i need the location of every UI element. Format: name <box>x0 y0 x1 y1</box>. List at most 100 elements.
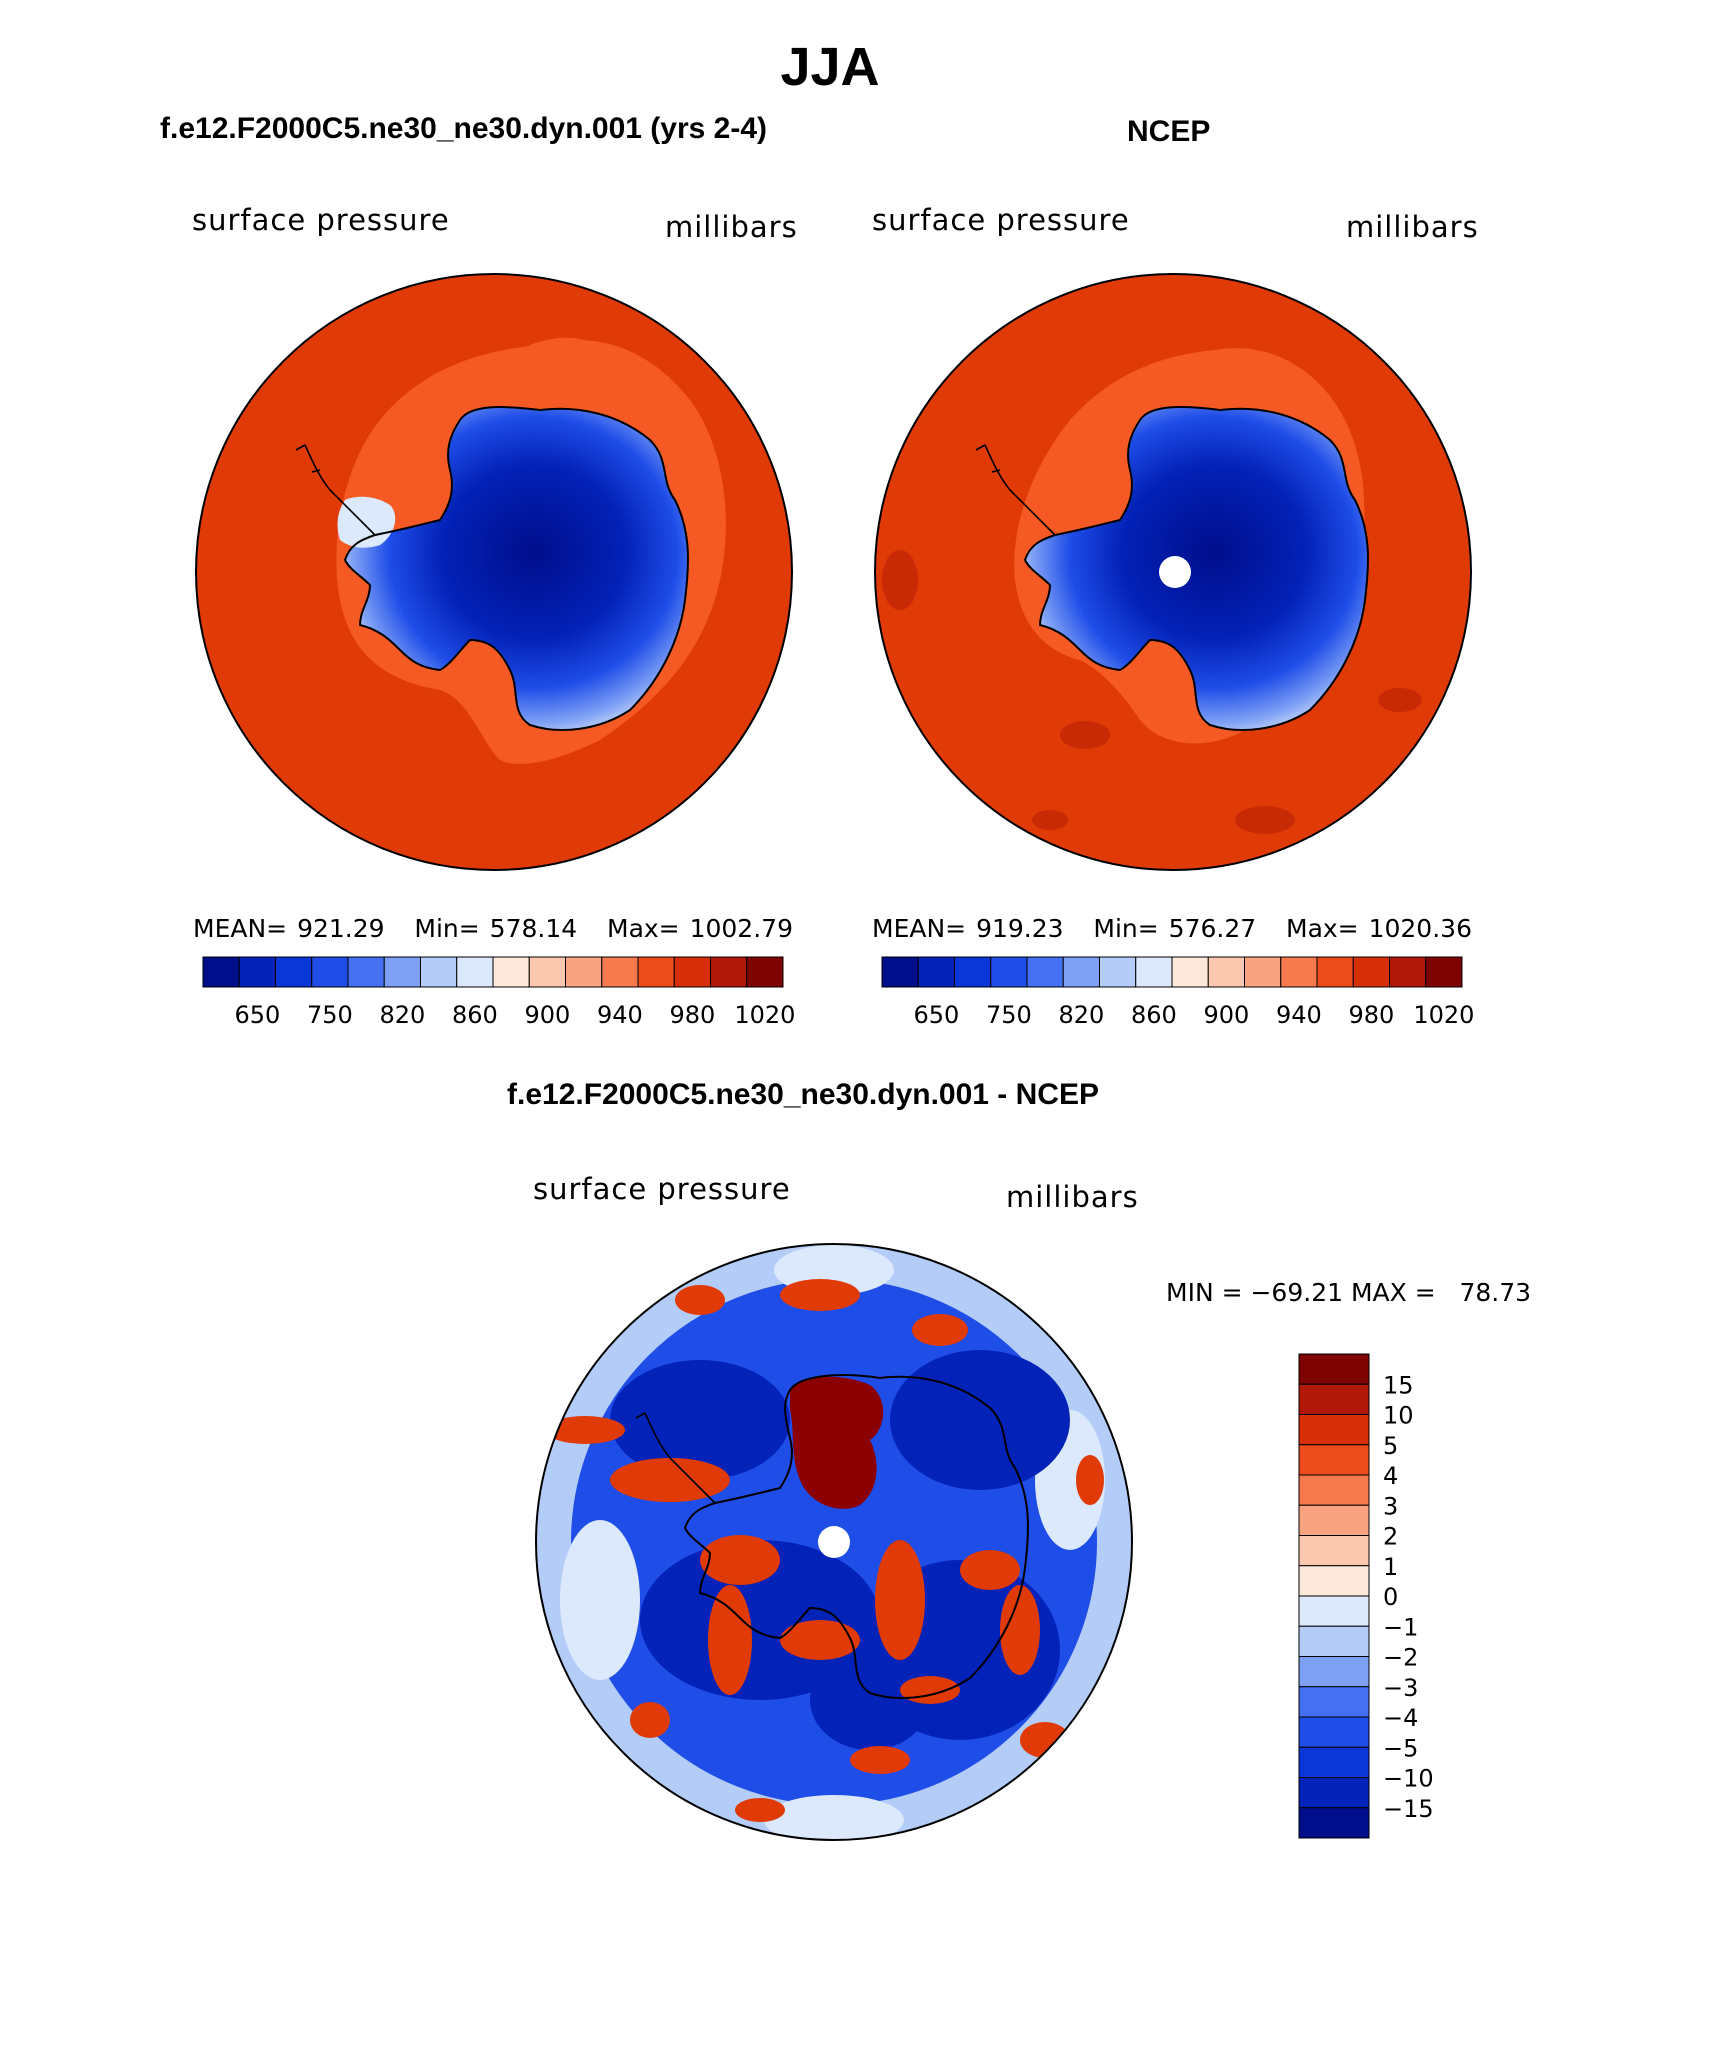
panel1-colorbar-swatch <box>528 956 566 988</box>
panel3-colorbar-swatch <box>1298 1625 1370 1657</box>
panel1-colorbar-swatch <box>673 956 711 988</box>
panel2-colorbar-tick-label: 650 <box>913 1001 959 1029</box>
panel3-colorbar-tick-label: 5 <box>1383 1432 1398 1460</box>
panel3-colorbar-swatch <box>1298 1353 1370 1385</box>
panel1-variable: surface pressure <box>192 203 450 237</box>
panel2-colorbar-tick-label: 860 <box>1131 1001 1177 1029</box>
panel2-colorbar-swatch <box>990 956 1028 988</box>
panel2-colorbar-swatch <box>1135 956 1173 988</box>
panel1-colorbar-swatch <box>311 956 349 988</box>
panel2-peninsula-outline <box>975 444 1056 536</box>
panel3-high-anomaly <box>790 1376 884 1509</box>
panel2-colorbar-tick-label: 1020 <box>1413 1001 1474 1029</box>
panel2-colorbar-swatch <box>1062 956 1100 988</box>
panel1-colorbar-swatch <box>710 956 748 988</box>
panel1-stats: MEAN= 921.29 Min= 578.14 Max= 1002.79 <box>193 914 793 943</box>
panel3-colorbar-tick-label: 3 <box>1383 1492 1398 1520</box>
panel1-colorbar-tick-label: 650 <box>234 1001 280 1029</box>
panel2-units: millibars <box>1346 210 1479 244</box>
panel1-colorbar-swatch <box>456 956 494 988</box>
panel1-colorbar-swatch <box>202 956 240 988</box>
panel3-colorbar-tick-label: −1 <box>1383 1613 1418 1641</box>
panel2-colorbar-tick-label: 820 <box>1058 1001 1104 1029</box>
panel2-map <box>875 274 1471 870</box>
panel1-colorbar-swatch <box>238 956 276 988</box>
panel3-colorbar-swatch <box>1298 1444 1370 1476</box>
panel2-colorbar-swatch <box>1280 956 1318 988</box>
panel3-colorbar-tick-label: −15 <box>1383 1795 1434 1823</box>
panel1-title: f.e12.F2000C5.ne30_ne30.dyn.001 (yrs 2-4… <box>160 112 768 145</box>
panel3-colorbar-swatch <box>1298 1383 1370 1415</box>
panel2-colorbar-swatch <box>1389 956 1427 988</box>
panel2-colorbar-swatch <box>917 956 955 988</box>
panel2-high-patches <box>882 550 1422 834</box>
panel3-colorbar-tick-label: 1 <box>1383 1553 1398 1581</box>
panel3-pole-mask <box>818 1526 850 1558</box>
panel1-colorbar-swatch <box>347 956 385 988</box>
panel2-colorbar-swatch <box>1207 956 1245 988</box>
panel1-peninsula-outline <box>295 444 376 536</box>
panel2-colorbar-tick-label: 750 <box>986 1001 1032 1029</box>
panel3-peninsula-outline <box>635 1412 716 1504</box>
panel3-colorbar-tick-label: −2 <box>1383 1644 1418 1672</box>
panel1-colorbar-swatch <box>565 956 603 988</box>
panel3-colorbar-swatch <box>1298 1595 1370 1627</box>
panel3-colorbar-swatch <box>1298 1414 1370 1446</box>
panel1-colorbar-swatch <box>601 956 639 988</box>
panel1-peninsula-fill <box>337 496 396 548</box>
panel2-antarctica-fill <box>1025 407 1368 730</box>
panel1-colorbar-swatch <box>420 956 458 988</box>
panel3-map-border <box>535 1243 1133 1841</box>
panel3-colorbar-tick-label: −5 <box>1383 1734 1418 1762</box>
panel3-variable: surface pressure <box>533 1172 791 1206</box>
panel2-colorbar-swatch <box>881 956 919 988</box>
panel3-colorbar-swatch <box>1298 1807 1370 1839</box>
panel1-antarctica-fill <box>345 407 688 730</box>
panel1-colorbar-tick-label: 940 <box>597 1001 643 1029</box>
panel2-colorbar-tick-label: 980 <box>1348 1001 1394 1029</box>
panel2-colorbar-tick-label: 900 <box>1203 1001 1249 1029</box>
panel2-map-border <box>874 273 1472 871</box>
panel2-title: NCEP <box>1127 115 1211 148</box>
panel3-colorbar-swatch <box>1298 1716 1370 1748</box>
panel3-colorbar-tick-label: 4 <box>1383 1462 1398 1490</box>
panel2-colorbar: 650 750 820 860 900 940 980 1020 <box>881 956 1474 1029</box>
panel1-colorbar-tick-label: 900 <box>524 1001 570 1029</box>
panel3-units: millibars <box>1006 1180 1139 1214</box>
panel1-colorbar-tick-label: 980 <box>669 1001 715 1029</box>
panel1-colorbar: 650 750 820 860 900 940 980 1020 <box>202 956 795 1029</box>
panel3-positive-patches <box>545 1279 1104 1822</box>
panel3-colorbar-swatch <box>1298 1746 1370 1778</box>
panel3-title: f.e12.F2000C5.ne30_ne30.dyn.001 - NCEP <box>507 1078 1099 1111</box>
panel2-colorbar-swatch <box>1026 956 1064 988</box>
panel2-colorbar-swatch <box>954 956 992 988</box>
panel1-colorbar-tick-label: 750 <box>307 1001 353 1029</box>
panel3-colorbar-swatch <box>1298 1565 1370 1597</box>
panel1-units: millibars <box>665 210 798 244</box>
panel2-pole-mask <box>1159 556 1191 588</box>
panel1-colorbar-swatch <box>275 956 313 988</box>
panel3-colorbar-tick-label: −3 <box>1383 1674 1418 1702</box>
panel3-colorbar-tick-label: 2 <box>1383 1523 1398 1551</box>
panel1-colorbar-tick-label: 820 <box>379 1001 425 1029</box>
panel2-colorbar-swatch <box>1352 956 1390 988</box>
panel3-colorbar-tick-label: 10 <box>1383 1402 1414 1430</box>
panel2-colorbar-swatch <box>1244 956 1282 988</box>
panel3-colorbar-swatch <box>1298 1777 1370 1809</box>
panel1-colorbar-swatch <box>383 956 421 988</box>
panel1-colorbar-swatch <box>492 956 530 988</box>
panel3-colorbar-swatch <box>1298 1656 1370 1688</box>
panel1-pressure-ridge <box>530 337 615 384</box>
panel2-colorbar-swatch <box>1425 956 1463 988</box>
main-title: JJA <box>780 37 880 97</box>
panel3-map <box>536 1244 1132 1840</box>
panel1-colorbar-tick-label: 860 <box>452 1001 498 1029</box>
panel3-colorbar-swatch <box>1298 1474 1370 1506</box>
panel2-colorbar-swatch <box>1171 956 1209 988</box>
panel1-colorbar-tick-label: 1020 <box>734 1001 795 1029</box>
panel2-colorbar-swatch <box>1099 956 1137 988</box>
panel1-colorbar-swatch <box>637 956 675 988</box>
panel1-map <box>196 274 792 870</box>
